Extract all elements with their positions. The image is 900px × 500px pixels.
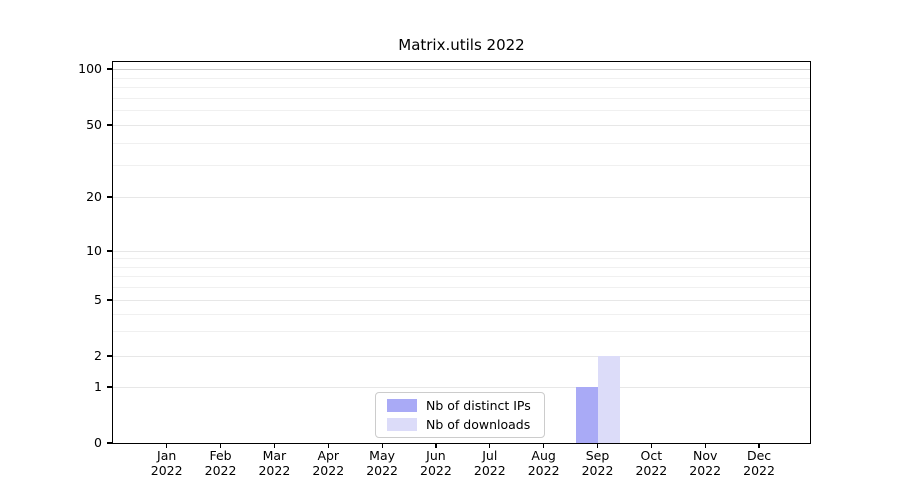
gridline-major bbox=[113, 300, 810, 301]
gridline-minor bbox=[113, 266, 810, 268]
x-axis-tick bbox=[489, 443, 491, 448]
y-axis-label: 5 bbox=[94, 292, 102, 307]
x-axis-label-year: 2022 bbox=[689, 463, 722, 478]
legend-label: Nb of downloads bbox=[426, 417, 531, 432]
x-axis-label: May 2022 bbox=[351, 448, 413, 478]
gridline-major bbox=[113, 125, 810, 126]
x-axis-label-month: Jul bbox=[482, 448, 498, 463]
x-axis-label: Jan 2022 bbox=[136, 448, 198, 478]
y-axis-tick bbox=[107, 386, 112, 388]
y-axis-label: 0 bbox=[94, 435, 102, 450]
gridline-major bbox=[113, 69, 810, 70]
x-axis-tick bbox=[435, 443, 437, 448]
bar-downloads-sep bbox=[597, 356, 620, 443]
x-axis-label-year: 2022 bbox=[420, 463, 452, 478]
x-axis-label: Jun 2022 bbox=[405, 448, 467, 478]
x-axis-label-month: Aug bbox=[531, 448, 556, 463]
x-axis-label-year: 2022 bbox=[366, 463, 398, 478]
x-axis-tick bbox=[704, 443, 706, 448]
x-axis-tick bbox=[758, 443, 760, 448]
x-axis-tick bbox=[219, 443, 222, 448]
y-axis-label: 100 bbox=[78, 61, 102, 76]
gridline-minor bbox=[113, 77, 810, 79]
x-axis-label-year: 2022 bbox=[312, 463, 345, 478]
y-axis-tick bbox=[107, 299, 112, 301]
y-axis-tick bbox=[107, 196, 112, 198]
gridline-minor bbox=[113, 287, 810, 289]
legend-swatch-downloads bbox=[387, 418, 417, 431]
y-axis-label: 1 bbox=[94, 379, 102, 394]
gridline-major bbox=[113, 387, 810, 388]
y-axis-label: 50 bbox=[86, 117, 102, 132]
x-axis-label-year: 2022 bbox=[635, 463, 668, 478]
gridline-major bbox=[113, 197, 810, 198]
x-axis-tick bbox=[381, 443, 383, 448]
x-axis-tick bbox=[166, 443, 168, 448]
x-axis-label-month: Jan bbox=[157, 448, 177, 463]
x-axis-label: Dec 2022 bbox=[728, 448, 790, 478]
x-axis-label: Oct 2022 bbox=[620, 448, 682, 478]
y-axis-label: 20 bbox=[86, 189, 102, 204]
x-axis-tick bbox=[327, 443, 329, 448]
x-axis-label-month: Feb bbox=[209, 448, 232, 463]
x-axis-tick bbox=[596, 443, 599, 448]
x-axis-label-year: 2022 bbox=[150, 463, 183, 478]
x-axis-tick bbox=[650, 443, 653, 448]
x-axis-label-month: Sep bbox=[585, 448, 610, 463]
y-axis-tick bbox=[107, 355, 112, 357]
x-axis-label: Mar 2022 bbox=[243, 448, 305, 478]
y-axis-tick bbox=[107, 442, 112, 444]
legend-label: Nb of distinct IPs bbox=[426, 398, 531, 413]
x-axis-label-month: Dec bbox=[746, 448, 772, 463]
x-axis-label-year: 2022 bbox=[743, 463, 775, 478]
legend-item: Nb of distinct IPs bbox=[384, 398, 536, 413]
x-axis-label-month: Jun bbox=[426, 448, 446, 463]
gridline-minor bbox=[113, 276, 810, 278]
x-axis-label-year: 2022 bbox=[473, 463, 506, 478]
gridline-minor bbox=[113, 142, 810, 144]
x-axis-label-year: 2022 bbox=[581, 463, 614, 478]
x-axis-label: Aug 2022 bbox=[513, 448, 575, 478]
legend-item: Nb of downloads bbox=[384, 417, 536, 432]
x-axis-label: Jul 2022 bbox=[459, 448, 521, 478]
gridline-minor bbox=[113, 165, 810, 167]
gridline-major bbox=[113, 356, 810, 357]
x-axis-label-month: Oct bbox=[640, 448, 663, 463]
y-axis-tick bbox=[107, 250, 112, 252]
x-axis-label-year: 2022 bbox=[527, 463, 560, 478]
x-axis-tick bbox=[543, 443, 545, 448]
legend: Nb of distinct IPs Nb of downloads bbox=[375, 392, 545, 438]
y-axis-tick bbox=[107, 124, 112, 126]
gridline-minor bbox=[113, 313, 810, 315]
x-axis-label-year: 2022 bbox=[258, 463, 291, 478]
y-axis-tick bbox=[107, 68, 112, 70]
x-axis-tick bbox=[273, 443, 276, 448]
x-axis-label-month: Apr bbox=[317, 448, 340, 463]
gridline-minor bbox=[113, 258, 810, 260]
x-axis-label-month: Mar bbox=[262, 448, 287, 463]
gridline-minor bbox=[113, 331, 810, 333]
x-axis-label: Feb 2022 bbox=[190, 448, 252, 478]
x-axis-label: Nov 2022 bbox=[674, 448, 736, 478]
plot-area bbox=[113, 62, 810, 443]
y-axis-label: 10 bbox=[86, 243, 102, 258]
x-axis-label: Sep 2022 bbox=[567, 448, 629, 478]
x-axis-label-month: May bbox=[369, 448, 396, 463]
gridline-major bbox=[113, 251, 810, 252]
chart-title: Matrix.utils 2022 bbox=[398, 36, 525, 54]
x-axis-label-month: Nov bbox=[692, 448, 718, 463]
y-axis-label: 2 bbox=[94, 348, 102, 363]
gridline-minor bbox=[113, 110, 810, 112]
legend-swatch-distinct-ips bbox=[387, 399, 417, 412]
x-axis-label-year: 2022 bbox=[204, 463, 237, 478]
bar-distinct-ips-sep bbox=[575, 387, 598, 443]
gridline-minor bbox=[113, 87, 810, 89]
x-axis-label: Apr 2022 bbox=[297, 448, 359, 478]
gridline-minor bbox=[113, 97, 810, 99]
